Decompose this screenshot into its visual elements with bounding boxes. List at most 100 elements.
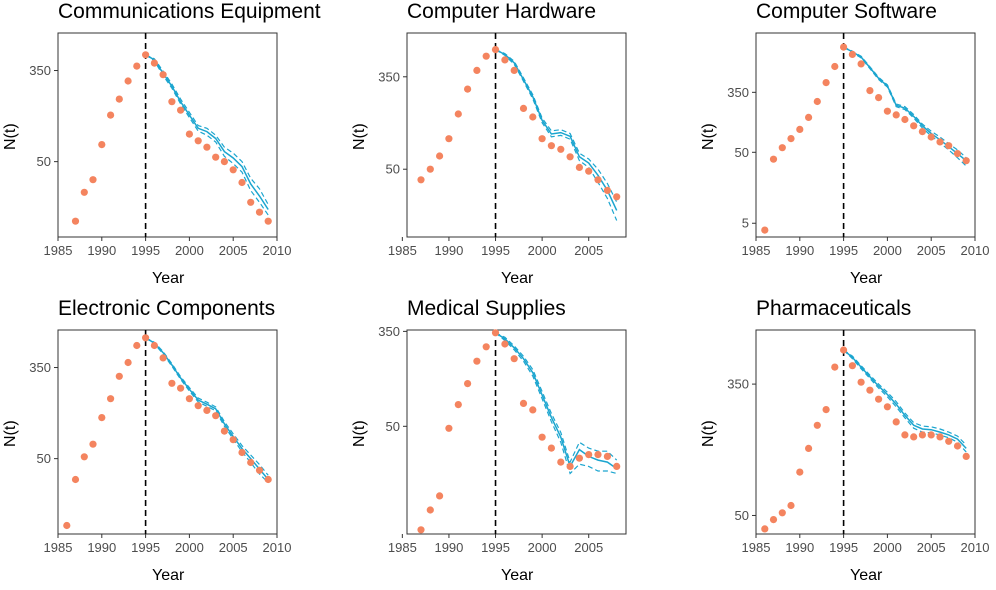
- observed-point: [866, 386, 874, 394]
- observed-point: [238, 178, 246, 187]
- observed-point: [575, 454, 583, 462]
- plot-frame: [755, 32, 976, 238]
- y-tick-label: 350: [727, 85, 749, 100]
- panel-pharmaceuticals: Pharmaceuticals N(t) Year 1985 1990 1995 20…: [698, 297, 996, 590]
- observed-point: [787, 501, 795, 510]
- prediction-lower-band: [495, 49, 618, 221]
- plot-frame: [57, 329, 278, 535]
- observed-point: [831, 62, 839, 71]
- x-tick-label: 1990: [785, 243, 814, 258]
- observed-point: [575, 163, 583, 171]
- panel-title: Pharmaceuticals: [756, 297, 912, 320]
- prediction-upper-band: [495, 332, 618, 464]
- observed-point: [98, 141, 106, 149]
- observed-point: [566, 153, 574, 161]
- x-tick-label: 2005: [917, 540, 946, 555]
- plot-area: 1985 1990 1995 2000 2005 2010 50 350: [29, 329, 292, 555]
- observed-point: [875, 395, 883, 403]
- observed-point: [585, 451, 593, 459]
- observed-point: [875, 94, 883, 102]
- observed-point: [417, 176, 425, 184]
- x-tick-label: 2000: [873, 243, 902, 258]
- x-tick-label: 1990: [785, 540, 814, 555]
- observed-point: [936, 433, 944, 441]
- x-tick-label: 2000: [528, 540, 557, 555]
- panel-computer-hardware: Computer Hardware N(t) Year 1985 1990 1995…: [349, 0, 681, 293]
- observed-point: [454, 110, 462, 118]
- x-tick-label: 1995: [481, 243, 510, 258]
- observed-point: [229, 436, 237, 444]
- observed-point: [761, 226, 769, 234]
- observed-point: [529, 406, 537, 414]
- observed-point: [194, 137, 202, 145]
- observed-point: [212, 153, 220, 161]
- panel-title: Computer Software: [756, 0, 937, 23]
- x-tick-label: 1985: [742, 540, 771, 555]
- x-tick-label: 2000: [873, 540, 902, 555]
- observed-point: [115, 95, 123, 103]
- observed-point: [168, 379, 176, 387]
- observed-point: [203, 406, 211, 414]
- observed-point: [822, 79, 830, 87]
- observed-point: [510, 66, 518, 74]
- observed-point: [962, 452, 970, 460]
- observed-point: [473, 357, 481, 365]
- panel-communications-equipment: Communications Equipment N(t) Year 1985 1…: [0, 0, 332, 293]
- observed-point: [945, 437, 953, 445]
- observed-point: [927, 431, 935, 439]
- y-tick-label: 50: [735, 508, 749, 523]
- x-axis-label: Year: [850, 567, 883, 584]
- observed-point: [482, 343, 490, 351]
- observed-point: [98, 414, 106, 422]
- observed-point: [220, 427, 228, 435]
- observed-point: [482, 52, 490, 60]
- observed-point: [454, 401, 462, 409]
- prediction-line: [145, 54, 269, 210]
- x-tick-label: 2010: [263, 540, 292, 555]
- observed-point: [464, 380, 472, 388]
- observed-point: [212, 412, 220, 420]
- prediction-line: [843, 349, 967, 449]
- observed-point: [901, 431, 909, 439]
- observed-point: [142, 51, 150, 59]
- plot-area: 1985 1990 1995 2000 2005 2010 50 350: [29, 32, 291, 258]
- x-tick-label: 1990: [87, 540, 116, 555]
- observed-point: [936, 138, 944, 146]
- y-tick-label: 50: [386, 162, 400, 177]
- observed-point: [547, 444, 555, 452]
- observed-point: [585, 167, 593, 175]
- observed-point: [417, 526, 425, 534]
- observed-point: [883, 403, 891, 411]
- x-tick-label: 2000: [175, 540, 204, 555]
- observed-point: [769, 516, 778, 524]
- observed-point: [133, 62, 141, 70]
- observed-point: [857, 378, 865, 386]
- prediction-lower-band: [495, 332, 617, 475]
- plot-area: 1985 1990 1995 2000 2005 50 350: [378, 32, 627, 258]
- observed-point: [761, 525, 769, 533]
- observed-point: [168, 98, 176, 106]
- x-tick-label: 1995: [131, 243, 160, 258]
- observed-point: [848, 50, 856, 59]
- observed-point: [185, 395, 193, 403]
- observed-point: [962, 157, 970, 165]
- plot-area: 1985 1990 1995 2000 2005 2010 5 50 350: [727, 32, 989, 258]
- observed-point: [901, 115, 909, 124]
- observed-point: [177, 106, 185, 114]
- observed-point: [892, 418, 900, 426]
- observed-point: [133, 341, 141, 350]
- y-tick-label: 350: [29, 63, 51, 78]
- observed-point: [159, 71, 167, 79]
- panel-computer-software: Computer Software N(t) Year 1985 1990 1995…: [698, 0, 996, 293]
- observed-point: [910, 433, 918, 441]
- plot-frame: [57, 32, 278, 238]
- y-tick-label: 50: [735, 145, 749, 160]
- observed-point: [220, 158, 228, 166]
- x-tick-label: 1985: [44, 540, 73, 555]
- observed-point: [71, 475, 80, 484]
- observed-point: [264, 475, 272, 484]
- observed-point: [840, 43, 848, 51]
- observed-point: [107, 395, 115, 403]
- y-tick-label: 50: [386, 419, 400, 434]
